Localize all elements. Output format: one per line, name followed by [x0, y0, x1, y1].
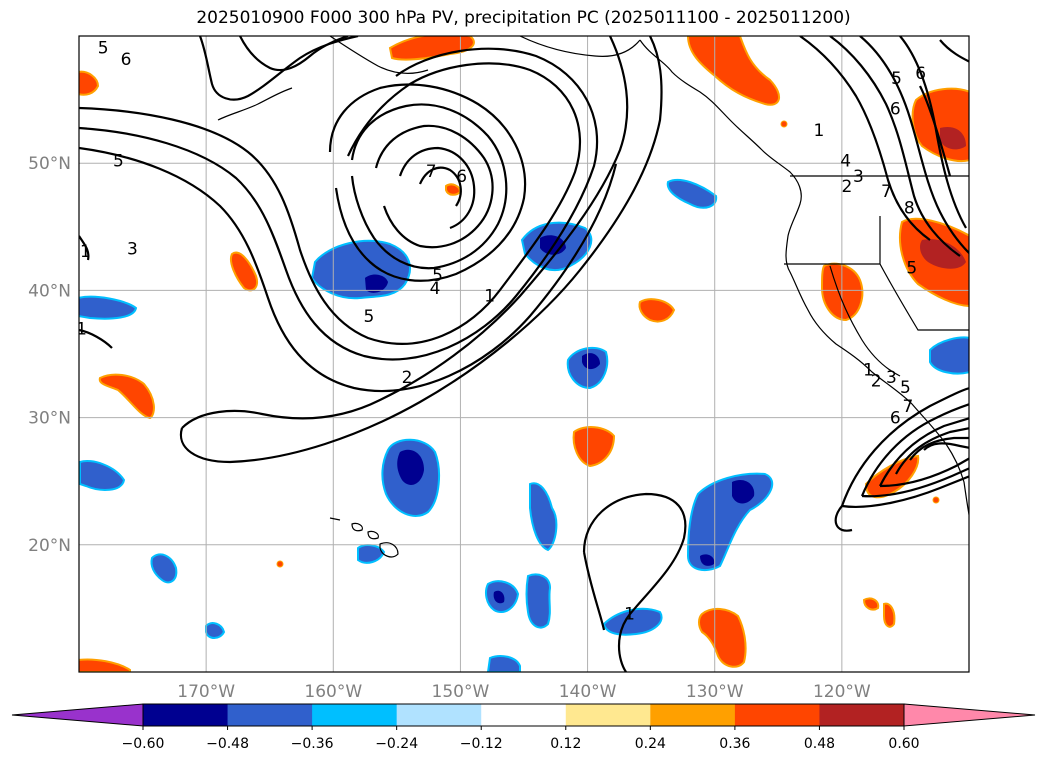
contour-label: 2: [402, 368, 413, 388]
map-frame: [78, 35, 970, 673]
lat-tick-label: 50°N: [28, 154, 71, 174]
colorbar-label: 0.24: [635, 736, 666, 752]
colorbar-segment: [227, 704, 313, 726]
coastlines: [217, 36, 969, 518]
lon-tick-label: 160°W: [304, 682, 362, 702]
contour-label: 8: [904, 199, 915, 219]
contour-label: 1: [76, 320, 87, 340]
figure-title: 2025010900 F000 300 hPa PV, precipitatio…: [196, 8, 851, 28]
contour-label: 7: [426, 162, 437, 182]
contour-label: 6: [915, 64, 926, 84]
contour-label: 1: [624, 604, 635, 624]
contour-label: 5: [113, 152, 124, 172]
contour-label: 2: [871, 372, 882, 392]
pv-contours: [79, 36, 969, 672]
colorbar-label: −0.24: [375, 736, 418, 752]
contour-label: 5: [363, 307, 374, 327]
colorbar-label: −0.60: [122, 736, 165, 752]
colorbar-segment: [312, 704, 398, 726]
contour-label: 3: [853, 167, 864, 187]
lat-tick-label: 20°N: [28, 536, 71, 556]
contour-label: 5: [891, 69, 902, 89]
contour-label: 7: [903, 397, 914, 417]
contour-label: 4: [840, 152, 851, 172]
contour-label: 1: [814, 121, 825, 141]
colorbar: [11, 703, 1036, 727]
contour-label: 6: [121, 50, 132, 70]
lon-tick-label: 130°W: [686, 682, 744, 702]
hawaii-islands: [329, 517, 399, 558]
contour-label: 5: [906, 259, 917, 279]
lon-tick-label: 150°W: [432, 682, 490, 702]
colorbar-label: 0.60: [888, 736, 919, 752]
colorbar-label: 0.12: [550, 736, 581, 752]
contour-label: 5: [900, 378, 911, 398]
contour-label: 1: [484, 286, 495, 306]
longitude-tick-labels: 170°W 160°W 150°W 140°W 130°W 120°W: [177, 682, 871, 702]
lon-tick-label: 170°W: [177, 682, 235, 702]
colorbar-segment: [650, 704, 736, 726]
contour-label: 5: [98, 38, 109, 58]
contour-label: 5: [432, 266, 443, 286]
lat-tick-label: 40°N: [28, 281, 71, 301]
latitude-tick-labels: 50°N 40°N 30°N 20°N: [28, 154, 71, 556]
colorbar-label: −0.36: [291, 736, 334, 752]
contour-label: 2: [842, 177, 853, 197]
lat-tick-label: 30°N: [28, 409, 71, 429]
colorbar-segment: [481, 704, 567, 726]
contour-label: 6: [456, 167, 467, 187]
colorbar-tick-labels: −0.60 −0.48 −0.36 −0.24 −0.12 0.12 0.24 0.36 0.4…: [122, 726, 920, 752]
colorbar-label: −0.12: [460, 736, 503, 752]
map-background: [79, 36, 969, 672]
contour-label: 6: [890, 409, 901, 429]
negative-precip-anomalies: [79, 178, 969, 672]
colorbar-segment: [734, 704, 820, 726]
colorbar-segment: [396, 704, 482, 726]
contour-label: 3: [127, 239, 138, 259]
colorbar-label: −0.48: [206, 736, 249, 752]
gridlines: [79, 36, 969, 672]
colorbar-segment: [565, 704, 651, 726]
colorbar-outline: [142, 703, 905, 727]
colorbar-extend-low: [11, 703, 144, 727]
colorbar-label: 0.36: [719, 736, 750, 752]
contour-label: 4: [430, 279, 441, 299]
contour-label: 3: [886, 368, 897, 388]
colorbar-segment: [143, 704, 229, 726]
colorbar-extend-high: [903, 703, 1036, 727]
colorbar-label: 0.48: [804, 736, 835, 752]
colorbar-segment: [819, 704, 905, 726]
contour-label: 1: [80, 242, 91, 262]
contour-label: 7: [881, 182, 892, 202]
contour-label: 6: [890, 100, 901, 120]
contour-label: 1: [863, 360, 874, 380]
lon-tick-label: 120°W: [813, 682, 871, 702]
lon-tick-label: 140°W: [559, 682, 617, 702]
